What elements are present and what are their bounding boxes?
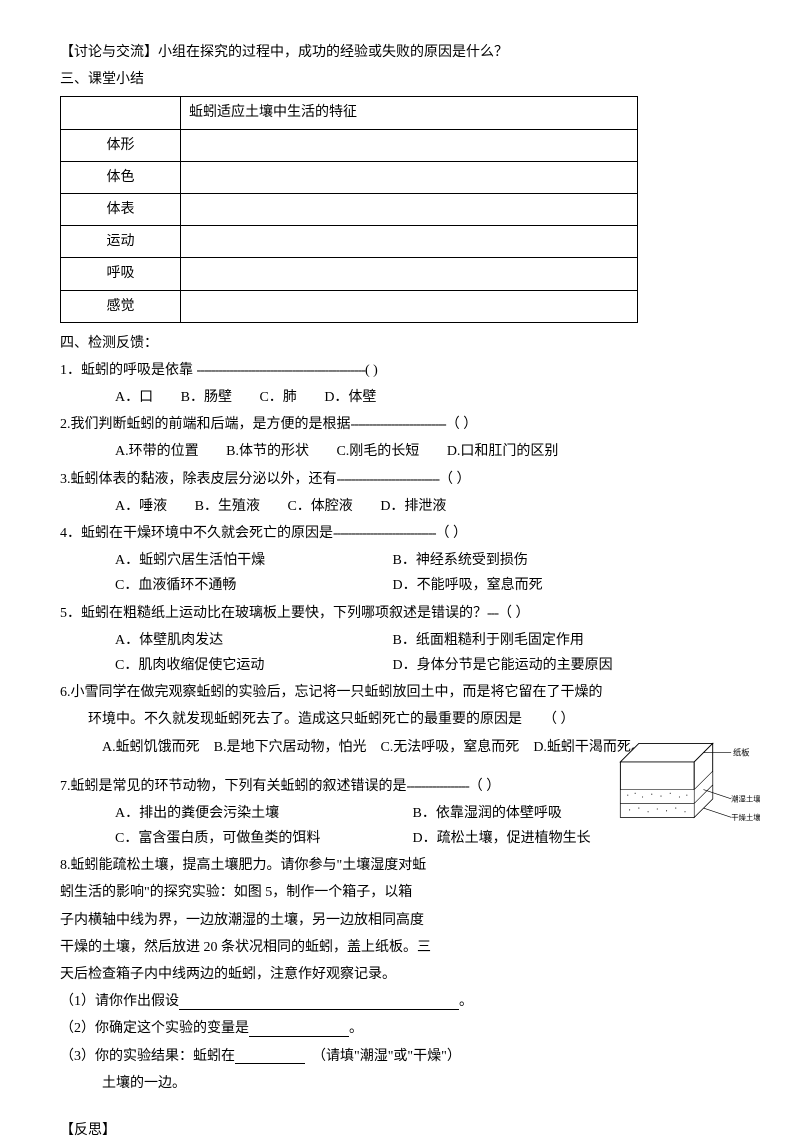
table-row: 运动: [61, 226, 638, 258]
answer-paren: （ ）: [439, 472, 471, 487]
dash-fill: ----------------------------: [333, 526, 436, 541]
q4-stem: 4．蚯蚓在干燥环境中不久就会死亡的原因是: [60, 526, 333, 541]
dash-fill: ---: [487, 606, 498, 621]
q5-stem: 5．蚯蚓在粗糙纸上运动比在玻璃板上要快，下列哪项叙述是错误的？: [60, 606, 487, 621]
dash-fill: --------------------------: [351, 417, 446, 432]
blank-line: [235, 1048, 305, 1064]
table-row: 体形: [61, 129, 638, 161]
table-row: 感觉: [61, 290, 638, 322]
q8-sub2: （2）你确定这个实验的变量是。: [60, 1016, 740, 1041]
q2-options: A.环带的位置 B.体节的形状 C.刚毛的长短 D.口和肛门的区别: [60, 439, 740, 464]
section4-title: 四、检测反馈：: [60, 331, 740, 356]
table-row: 体表: [61, 193, 638, 225]
answer-paren: （ ）: [469, 779, 501, 794]
q5-options: A．体壁肌肉发达 B．纸面粗糙利于刚毛固定作用 C．肌肉收缩促使它运动 D．身体…: [60, 628, 740, 678]
answer-paren: （ ）: [498, 606, 530, 621]
table-row: 呼吸: [61, 258, 638, 290]
q8-line3: 子内横轴中线为界，一边放潮湿的土壤，另一边放相同高度: [60, 908, 580, 933]
blank-line: [249, 1021, 349, 1037]
diagram-label-bot: 干燥土壤: [731, 813, 760, 822]
q4: 4．蚯蚓在干燥环境中不久就会死亡的原因是--------------------…: [60, 521, 740, 546]
q2-stem: 2.我们判断蚯蚓的前端和后端，是方便的是根据: [60, 417, 351, 432]
diagram-label-top: 纸板: [733, 747, 750, 757]
box-diagram: 纸板 潮湿土壤 干燥土壤: [610, 725, 760, 845]
reflection-heading: 【反思】: [60, 1118, 740, 1143]
summary-table: 蚯蚓适应土壤中生活的特征 体形 体色 体表 运动 呼吸 感觉: [60, 96, 638, 322]
q8-sub3: （3）你的实验结果：蚯蚓在 （请填"潮湿"或"干燥"）: [60, 1044, 740, 1069]
q8-line4: 干燥的土壤，然后放进 20 条状况相同的蚯蚓，盖上纸板。三: [60, 935, 580, 960]
q3-stem: 3.蚯蚓体表的黏液，除表皮层分泌以外，还有: [60, 472, 337, 487]
q5: 5．蚯蚓在粗糙纸上运动比在玻璃板上要快，下列哪项叙述是错误的？---（ ）: [60, 601, 740, 626]
q1-stem: 1．蚯蚓的呼吸是依靠: [60, 363, 197, 378]
blank-line: [179, 994, 459, 1010]
table-row: 体色: [61, 161, 638, 193]
table-header: 蚯蚓适应土壤中生活的特征: [181, 97, 638, 129]
q3: 3.蚯蚓体表的黏液，除表皮层分泌以外，还有-------------------…: [60, 467, 740, 492]
q1-options: A．口 B．肠壁 C．肺 D．体壁: [60, 385, 740, 410]
section3-title: 三、课堂小结: [60, 67, 740, 92]
answer-paren: （ ）: [436, 526, 468, 541]
q4-options: A．蚯蚓穴居生活怕干燥 B．神经系统受到损伤 C．血液循环不通畅 D．不能呼吸，…: [60, 548, 740, 598]
answer-paren: ( ): [365, 363, 378, 378]
dash-fill: -----------------: [407, 779, 469, 794]
q8-sub3c: 土壤的一边。: [60, 1071, 740, 1096]
q1: 1．蚯蚓的呼吸是依靠 -----------------------------…: [60, 358, 740, 383]
q7-stem: 7.蚯蚓是常见的环节动物，下列有关蚯蚓的叙述错误的是: [60, 779, 407, 794]
q6-line1: 6.小雪同学在做完观察蚯蚓的实验后，忘记将一只蚯蚓放回土中，而是将它留在了干燥的: [60, 680, 740, 705]
answer-paren: （ ）: [446, 417, 478, 432]
q8-line1: 8.蚯蚓能疏松土壤，提高土壤肥力。请你参与"土壤湿度对蚯: [60, 853, 580, 878]
q3-options: A．唾液 B．生殖液 C．体腔液 D．排泄液: [60, 494, 740, 519]
q8-line5: 天后检查箱子内中线两边的蚯蚓，注意作好观察记录。: [60, 962, 580, 987]
dash-fill: ----------------------------: [337, 472, 440, 487]
dash-fill: ----------------------------------------…: [197, 363, 365, 378]
answer-paren: （ ）: [550, 712, 575, 727]
q2: 2.我们判断蚯蚓的前端和后端，是方便的是根据------------------…: [60, 412, 740, 437]
table-row: 蚯蚓适应土壤中生活的特征: [61, 97, 638, 129]
discussion-heading: 【讨论与交流】小组在探究的过程中，成功的经验或失败的原因是什么？: [60, 40, 740, 65]
q8-sub1: （1）请你作出假设。: [60, 989, 740, 1014]
diagram-label-mid: 潮湿土壤: [731, 795, 760, 804]
q8-line2: 蚓生活的影响"的探究实验：如图 5，制作一个箱子，以箱: [60, 880, 580, 905]
